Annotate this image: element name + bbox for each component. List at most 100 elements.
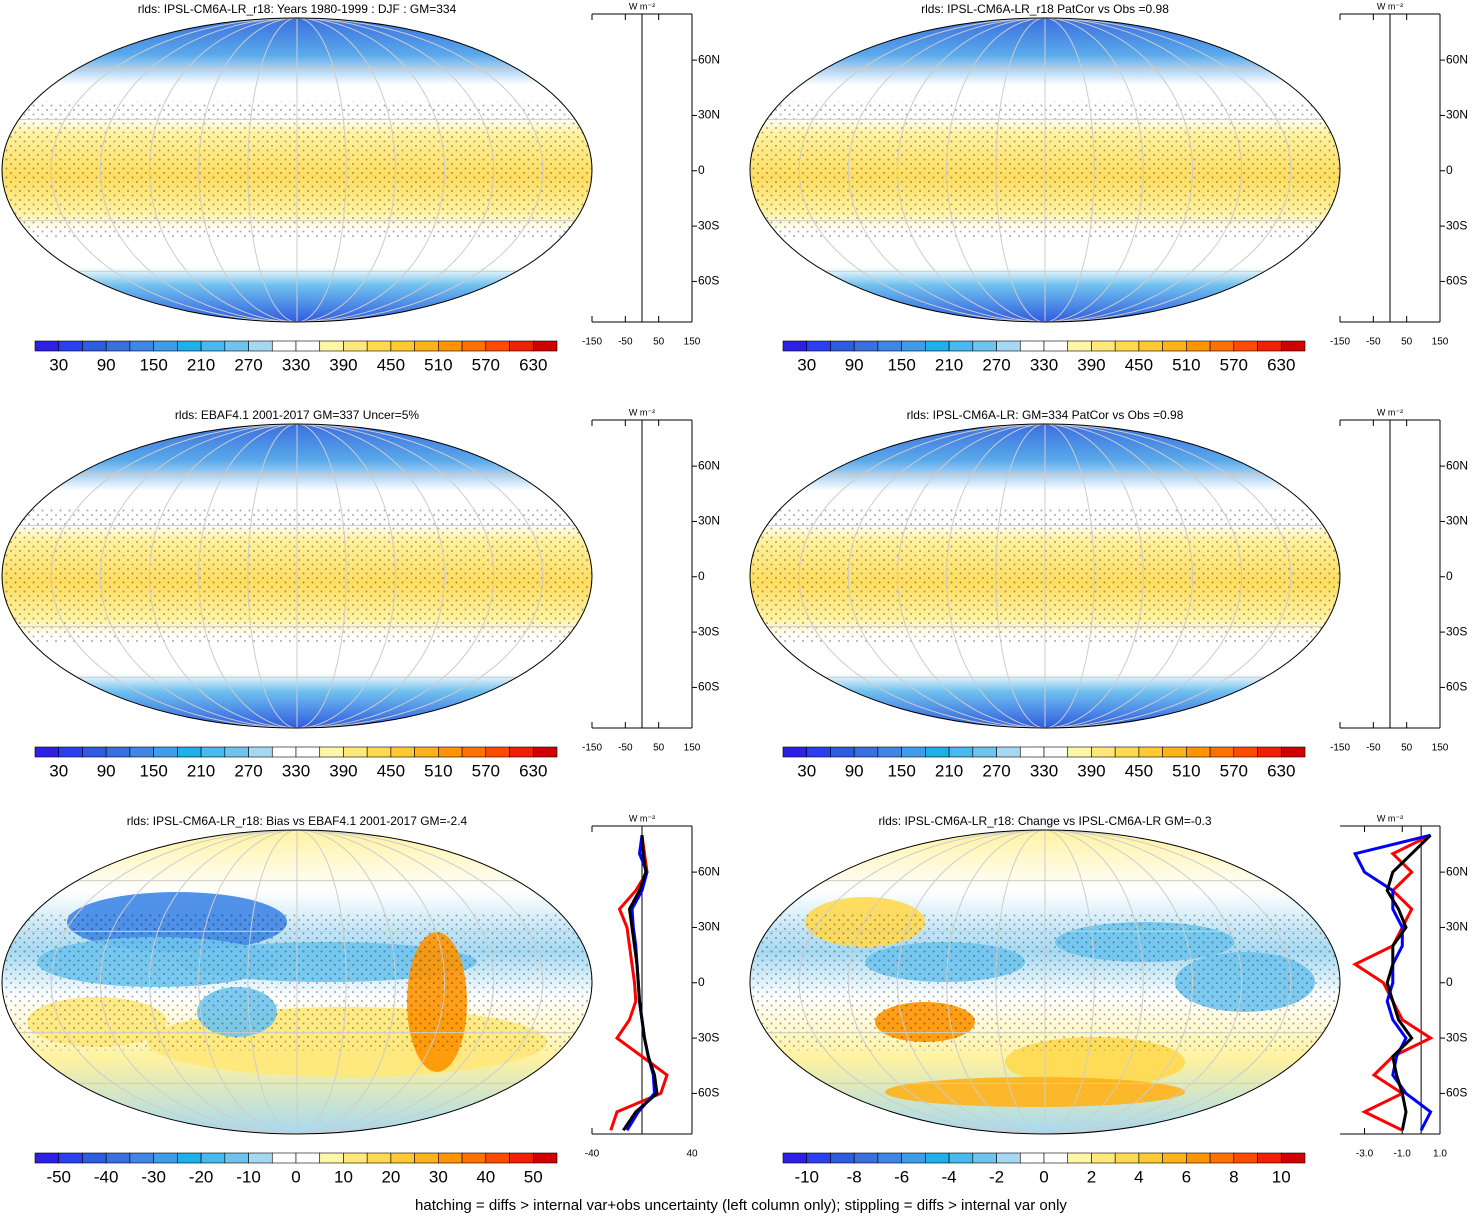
colorbar-label: 210 bbox=[187, 761, 215, 780]
unit-label: W m⁻² bbox=[629, 813, 655, 823]
y-tick-label: 60N bbox=[1446, 864, 1468, 878]
colorbar-box bbox=[1257, 746, 1282, 758]
colorbar-box bbox=[1162, 1152, 1187, 1164]
colorbar-label: 630 bbox=[1267, 761, 1295, 780]
y-tick-label: 30N bbox=[1446, 920, 1468, 934]
y-tick-label: 30N bbox=[1446, 108, 1468, 122]
colorbar-label: 510 bbox=[1172, 355, 1200, 374]
x-tick-label: -50 bbox=[1366, 743, 1381, 754]
colorbar-box bbox=[782, 746, 808, 758]
colorbar-box bbox=[295, 746, 321, 758]
colorbar-box bbox=[1067, 340, 1092, 352]
colorbar-box bbox=[200, 746, 226, 758]
y-tick-label: 60N bbox=[1446, 52, 1468, 66]
map bbox=[750, 18, 1340, 322]
colorbar-box bbox=[1186, 1152, 1211, 1164]
colorbar-label: 90 bbox=[845, 761, 864, 780]
colorbar-box bbox=[177, 1152, 202, 1164]
colorbar-box bbox=[925, 746, 950, 758]
y-tick-label: 30S bbox=[698, 624, 719, 638]
colorbar-box bbox=[129, 340, 154, 352]
unit-label: W m⁻² bbox=[1377, 407, 1403, 417]
colorbar-box bbox=[177, 340, 202, 352]
colorbar-box bbox=[1114, 340, 1140, 352]
y-tick-label: 60N bbox=[698, 52, 720, 66]
colorbar-box bbox=[1091, 1152, 1116, 1164]
colorbar-box bbox=[200, 340, 226, 352]
zonal-line bbox=[622, 835, 659, 1132]
colorbar-label: 570 bbox=[472, 355, 500, 374]
colorbar-box bbox=[853, 340, 879, 352]
colorbar-box bbox=[105, 1152, 131, 1164]
graticule bbox=[99, 18, 495, 322]
colorbar-label: 2 bbox=[1087, 1167, 1096, 1186]
colorbar-box bbox=[806, 746, 831, 758]
colorbar-box bbox=[948, 746, 974, 758]
colorbar-label: -20 bbox=[189, 1167, 214, 1186]
x-tick-label: 150 bbox=[1432, 337, 1449, 348]
colorbar-box bbox=[485, 1152, 510, 1164]
graticule bbox=[50, 18, 544, 322]
map-anomaly bbox=[885, 1077, 1185, 1107]
map bbox=[2, 424, 592, 728]
x-tick-label: 50 bbox=[653, 743, 665, 754]
colorbar-label: 150 bbox=[887, 355, 915, 374]
x-tick-label: -1.0 bbox=[1394, 1149, 1412, 1160]
graticule bbox=[847, 424, 1243, 728]
colorbar-box bbox=[319, 340, 344, 352]
x-tick-label: 150 bbox=[1432, 743, 1449, 754]
colorbar-box bbox=[366, 746, 392, 758]
colorbar-label: -10 bbox=[236, 1167, 261, 1186]
colorbar-box bbox=[509, 1152, 534, 1164]
colorbar-label: -10 bbox=[794, 1167, 819, 1186]
colorbar-box bbox=[1091, 340, 1116, 352]
colorbar-box bbox=[414, 1152, 439, 1164]
colorbar-label: 330 bbox=[282, 761, 310, 780]
colorbar-label: 0 bbox=[1039, 1167, 1048, 1186]
colorbar-label: 50 bbox=[524, 1167, 543, 1186]
colorbar-box bbox=[343, 1152, 368, 1164]
colorbar-label: 4 bbox=[1134, 1167, 1143, 1186]
colorbar-label: 630 bbox=[1267, 355, 1295, 374]
colorbar-box bbox=[224, 746, 249, 758]
colorbar-box bbox=[1091, 746, 1116, 758]
colorbar-box bbox=[224, 1152, 249, 1164]
colorbar-box bbox=[271, 340, 297, 352]
y-tick-label: 60S bbox=[698, 274, 719, 288]
x-tick-label: -150 bbox=[1330, 337, 1350, 348]
panel-title: rlds: IPSL-CM6A-LR_r18: Change vs IPSL-C… bbox=[878, 814, 1211, 828]
colorbar-box bbox=[1209, 746, 1235, 758]
x-tick-label: -50 bbox=[618, 743, 633, 754]
y-tick-label: 0 bbox=[1446, 163, 1453, 177]
x-tick-label: 150 bbox=[684, 337, 701, 348]
colorbar-box bbox=[414, 340, 439, 352]
graticule bbox=[995, 424, 1095, 728]
colorbar-label: 20 bbox=[381, 1167, 400, 1186]
unit-label: W m⁻² bbox=[629, 407, 655, 417]
colorbar-label: 30 bbox=[49, 355, 68, 374]
colorbar-label: 210 bbox=[935, 355, 963, 374]
colorbar-box bbox=[1233, 1152, 1258, 1164]
colorbar-box bbox=[200, 1152, 226, 1164]
colorbar-label: 630 bbox=[519, 761, 547, 780]
colorbar-label: 330 bbox=[1030, 761, 1058, 780]
colorbar-label: 6 bbox=[1182, 1167, 1191, 1186]
y-tick-label: 0 bbox=[698, 163, 705, 177]
colorbar-box bbox=[105, 340, 131, 352]
panel-title: rlds: IPSL-CM6A-LR_r18: Years 1980-1999 … bbox=[138, 2, 457, 16]
y-tick-label: 0 bbox=[698, 975, 705, 989]
colorbar-box bbox=[1067, 746, 1092, 758]
colorbar-label: 30 bbox=[49, 761, 68, 780]
x-tick-label: 150 bbox=[684, 743, 701, 754]
colorbar-box bbox=[996, 340, 1021, 352]
colorbar-box bbox=[319, 1152, 344, 1164]
map bbox=[2, 830, 592, 1134]
colorbar-box bbox=[1209, 1152, 1235, 1164]
graticule bbox=[847, 830, 1243, 1134]
y-tick-label: 0 bbox=[1446, 569, 1453, 583]
y-tick-label: 30N bbox=[698, 920, 720, 934]
colorbar-box bbox=[390, 340, 415, 352]
colorbar-box bbox=[390, 1152, 415, 1164]
graticule bbox=[247, 424, 347, 728]
colorbar-box bbox=[82, 1152, 107, 1164]
